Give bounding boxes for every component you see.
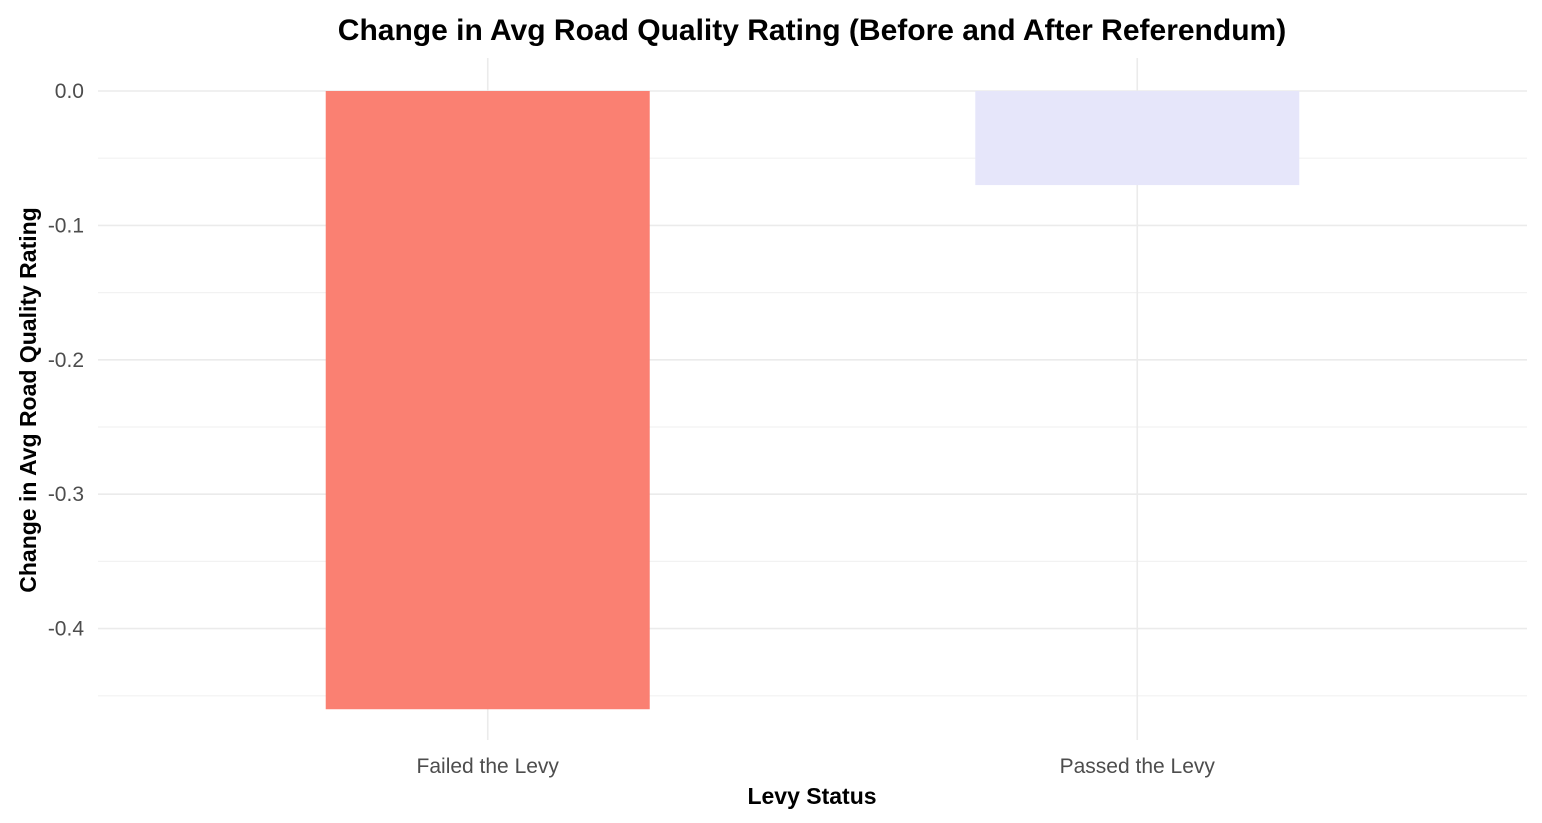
chart-title: Change in Avg Road Quality Rating (Befor… [338, 14, 1286, 47]
x-tick-label: Passed the Levy [1060, 755, 1216, 778]
y-tick-label: 0.0 [55, 80, 84, 103]
y-tick-label: -0.4 [48, 618, 85, 641]
tick-labels-layer: 0.0 -0.1 -0.2 -0.3 -0.4 Failed the Levy Passed… [48, 80, 1216, 778]
x-tick-label: Failed the Levy [417, 755, 560, 778]
bar-failed-the-levy [325, 91, 650, 710]
grid-layer [98, 58, 1527, 740]
x-axis-title: Levy Status [747, 783, 876, 809]
bar-passed-the-levy [975, 91, 1300, 186]
y-tick-label: -0.1 [48, 214, 84, 237]
y-axis-title: Change in Avg Road Quality Rating [15, 207, 41, 593]
bars-layer [325, 91, 1300, 710]
y-tick-label: -0.3 [48, 483, 84, 506]
y-tick-label: -0.2 [48, 349, 84, 372]
